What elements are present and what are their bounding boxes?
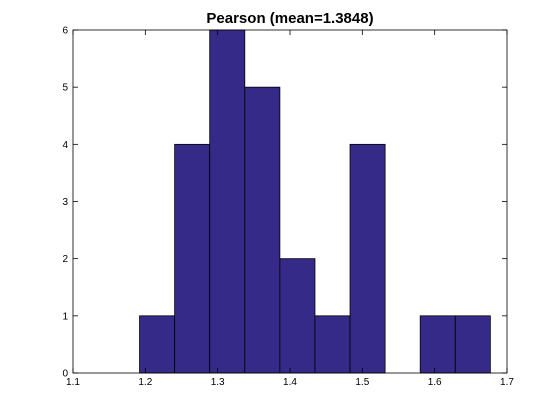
y-tick-label-5: 5 [62, 83, 68, 94]
y-tick-label-2: 2 [62, 254, 68, 265]
histogram-bar-5 [315, 316, 350, 373]
histogram-bar-8 [420, 316, 455, 373]
x-tick-label-6: 1.7 [500, 377, 514, 388]
x-tick-label-5: 1.6 [428, 377, 442, 388]
chart-title: Pearson (mean=1.3848) [206, 10, 373, 27]
histogram-bar-2 [210, 30, 245, 373]
histogram-bar-1 [175, 144, 210, 373]
x-tick-label-1: 1.2 [138, 377, 152, 388]
y-tick-label-4: 4 [62, 140, 68, 151]
histogram-bars [140, 30, 491, 373]
histogram-bar-6 [350, 144, 385, 373]
y-tick-label-0: 0 [62, 369, 68, 380]
y-tick-label-1: 1 [62, 311, 68, 322]
y-tick-label-6: 6 [62, 26, 68, 37]
histogram-bar-0 [140, 316, 175, 373]
x-tick-label-4: 1.5 [355, 377, 369, 388]
histogram-bar-9 [455, 316, 490, 373]
x-tick-label-0: 1.1 [66, 377, 80, 388]
histogram-bar-4 [280, 259, 315, 373]
histogram-bar-3 [245, 87, 280, 373]
x-tick-label-2: 1.3 [211, 377, 225, 388]
x-tick-label-3: 1.4 [283, 377, 297, 388]
y-tick-label-3: 3 [62, 197, 68, 208]
